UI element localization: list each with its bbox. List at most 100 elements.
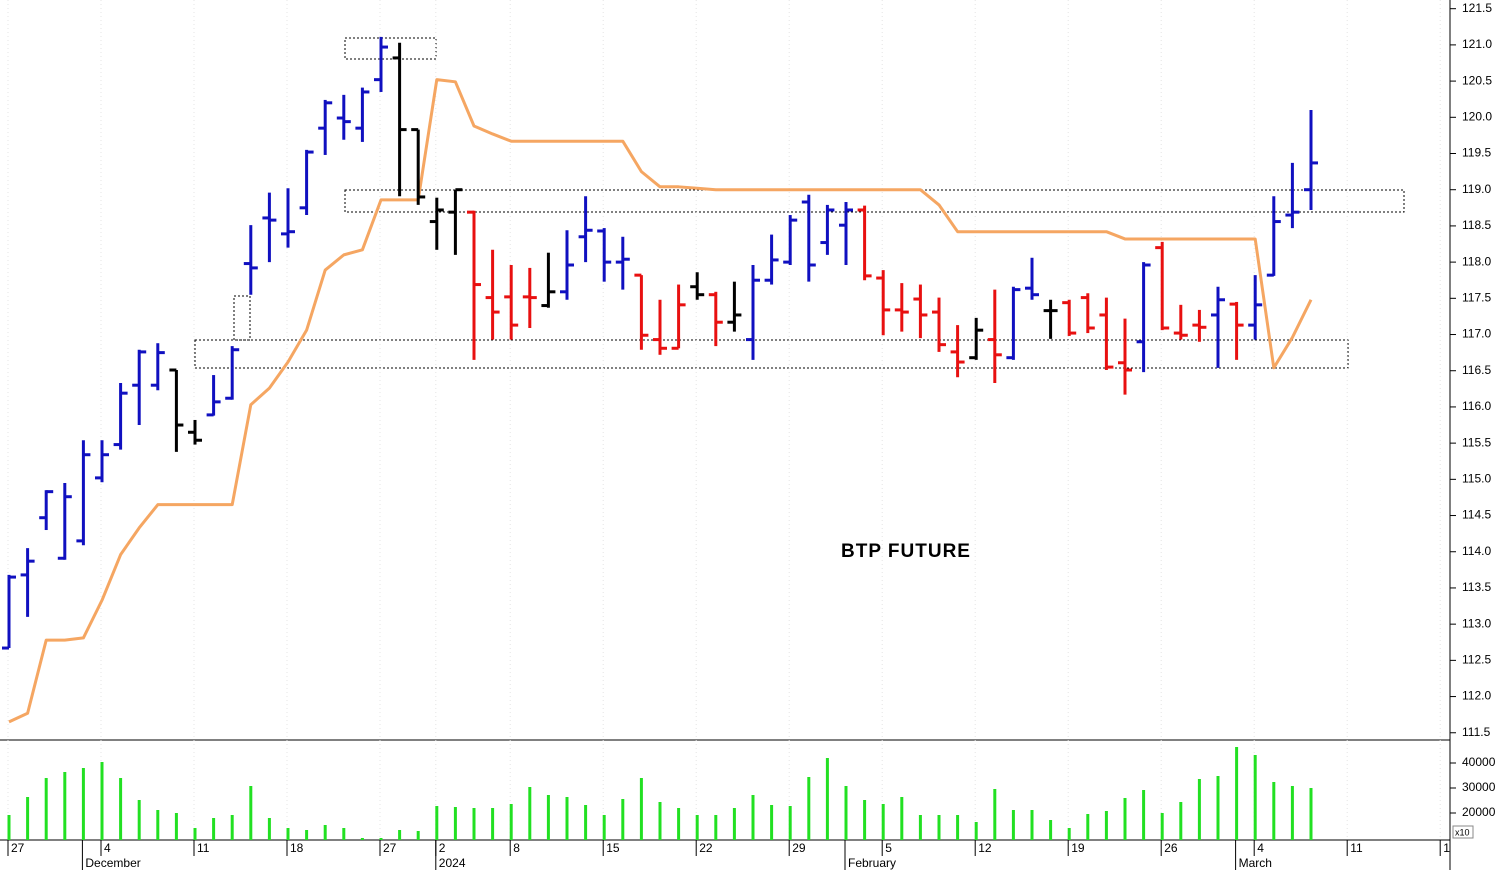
volume-bar [81, 768, 85, 840]
month-label: March [1239, 856, 1272, 870]
volume-bar [974, 822, 978, 840]
volume-bar [1049, 820, 1053, 840]
volume-bar [119, 778, 123, 840]
x-tick-label: 26 [1164, 841, 1178, 855]
volume-bar [546, 795, 550, 840]
volume-bar [732, 808, 736, 840]
volume-bar [1011, 810, 1015, 840]
y-tick-label: 117.0 [1462, 327, 1491, 341]
volume-bar [1216, 776, 1220, 840]
y-tick-label: 121.5 [1462, 1, 1492, 15]
volume-bar [677, 808, 681, 840]
x-tick-label: 15 [606, 841, 620, 855]
volume-bar [956, 815, 960, 840]
volume-bar [639, 778, 643, 840]
y-tick-label: 120.5 [1462, 73, 1492, 87]
volume-bar [379, 838, 383, 840]
month-label: December [85, 856, 140, 870]
volume-tick-label: 20000 [1462, 805, 1496, 819]
volume-bar [695, 815, 699, 840]
x-tick-label: 22 [699, 841, 713, 855]
volume-bar [807, 777, 811, 840]
volume-bar [788, 806, 792, 840]
chart-title: BTP FUTURE [841, 541, 971, 562]
volume-bar [7, 815, 11, 840]
x-tick-label: 12 [978, 841, 992, 855]
volume-bar [398, 830, 402, 840]
x-tick-label: 11 [197, 841, 210, 855]
volume-bar [1104, 811, 1108, 840]
y-tick-label: 116.5 [1462, 363, 1491, 377]
volume-bar [1253, 755, 1257, 840]
volume-bar [156, 810, 160, 840]
volume-bar [174, 813, 178, 840]
volume-bar [825, 758, 829, 840]
volume-bar [621, 799, 625, 840]
y-tick-label: 112.5 [1462, 653, 1491, 667]
volume-bar [863, 800, 867, 840]
volume-bar [63, 772, 67, 840]
volume-bar [305, 830, 309, 840]
volume-bar [993, 789, 997, 840]
volume-bar [453, 807, 457, 840]
volume-bar [528, 787, 532, 840]
volume-bar [323, 825, 327, 840]
y-tick-label: 115.0 [1462, 472, 1491, 486]
volume-bar [249, 786, 253, 840]
volume-bar [267, 818, 271, 840]
volume-bar [193, 828, 197, 840]
volume-bar [212, 818, 216, 840]
volume-bar [881, 804, 885, 840]
month-label: 2024 [439, 856, 466, 870]
volume-bar [658, 802, 662, 840]
x-tick-label: 27 [11, 841, 25, 855]
volume-bar [1030, 810, 1034, 840]
volume-bar [230, 815, 234, 840]
y-tick-label: 113.5 [1462, 580, 1491, 594]
y-tick-label: 114.0 [1462, 544, 1491, 558]
x-tick-label: 1 [1443, 841, 1450, 855]
volume-bar [584, 805, 588, 840]
x-tick-label: 4 [104, 841, 111, 855]
zone-box [233, 295, 251, 341]
y-tick-label: 117.5 [1462, 290, 1491, 304]
volume-bar [491, 808, 495, 840]
volume-bar [342, 828, 346, 840]
unit-box [1452, 825, 1474, 839]
x-tick-label: 5 [885, 841, 892, 855]
volume-bar [602, 815, 606, 840]
volume-bar [1067, 828, 1071, 840]
y-tick-label: 116.0 [1462, 399, 1491, 413]
volume-bar [1179, 802, 1183, 840]
x-tick-label: 29 [792, 841, 806, 855]
volume-bar [770, 805, 774, 840]
volume-tick-label: 30000 [1462, 780, 1496, 794]
y-tick-label: 115.5 [1462, 435, 1491, 449]
volume-bar [1123, 798, 1127, 840]
volume-bar [937, 815, 941, 840]
volume-tick-label: 40000 [1462, 755, 1496, 769]
x-tick-label: 19 [1071, 841, 1085, 855]
volume-bar [1235, 747, 1239, 840]
volume-bar [1086, 814, 1090, 840]
volume-bar [26, 797, 30, 840]
month-label: February [848, 856, 896, 870]
volume-bar [1197, 779, 1201, 840]
y-tick-label: 118.0 [1462, 254, 1491, 268]
y-tick-label: 119.0 [1462, 182, 1491, 196]
volume-bar [44, 778, 48, 840]
volume-bar [565, 797, 569, 840]
zone-box [194, 339, 1349, 369]
trailing-stop-line [8, 78, 1313, 724]
y-tick-label: 119.5 [1462, 146, 1491, 160]
volume-unit: x10 [1455, 827, 1470, 837]
y-tick-label: 120.0 [1462, 109, 1492, 123]
x-tick-label: 11 [1350, 841, 1363, 855]
y-tick-label: 118.5 [1462, 218, 1491, 232]
volume-bar [360, 838, 364, 840]
y-tick-label: 121.0 [1462, 37, 1492, 51]
y-tick-label: 113.0 [1462, 616, 1491, 630]
x-tick-label: 2 [439, 841, 446, 855]
volume-bar [1160, 813, 1164, 840]
